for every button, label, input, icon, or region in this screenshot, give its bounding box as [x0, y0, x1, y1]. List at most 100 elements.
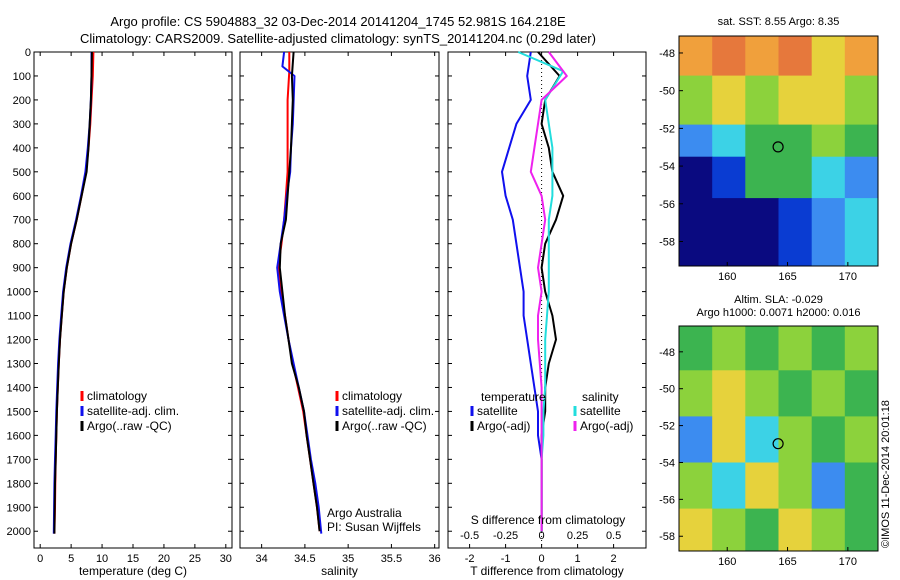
annotation-institution: Argo Australia — [327, 506, 402, 520]
map-cell — [778, 462, 813, 510]
x-tick-label: 10 — [96, 553, 108, 565]
y-tick-label: 800 — [13, 239, 31, 251]
x-tick-label: 35 — [342, 553, 354, 565]
y-tick-label: 1600 — [7, 430, 31, 442]
x-tick-label: 160 — [718, 556, 736, 568]
y-tick-label: 1200 — [7, 335, 31, 347]
y-tick-label: 1100 — [7, 311, 31, 323]
x-tick-label: -2 — [465, 553, 475, 565]
map-cell — [745, 36, 779, 77]
map-cell — [811, 36, 846, 77]
y-tick-label: 2000 — [7, 526, 31, 538]
x2-tick-label: -0.25 — [493, 530, 518, 542]
x2-tick-label: -0.5 — [460, 530, 479, 542]
legend-label: Argo(-adj) — [477, 419, 530, 433]
x-tick-label: 160 — [718, 271, 736, 283]
map-cell — [712, 370, 746, 417]
y-tick-label: 600 — [13, 191, 31, 203]
map-cell — [778, 416, 813, 463]
map-cell — [811, 508, 846, 552]
map-cell — [844, 326, 879, 371]
map-cell — [712, 416, 746, 463]
map-cell — [844, 124, 879, 158]
x-tick-label: 34 — [256, 553, 268, 565]
map-cell — [679, 75, 713, 126]
map-cell — [811, 370, 846, 417]
map-cell — [679, 416, 713, 463]
map-cell — [712, 462, 746, 510]
map-cell — [844, 462, 879, 510]
y-tick-label: 900 — [13, 263, 31, 275]
map-cell — [778, 75, 813, 126]
y-tick-label: -54 — [659, 161, 675, 173]
x-tick-label: 15 — [127, 553, 139, 565]
map-cell — [778, 508, 813, 552]
x-tick-label: 165 — [778, 556, 796, 568]
legend-label: satellite-adj. clim. — [342, 404, 434, 418]
map-cell — [844, 370, 879, 417]
map-cell — [745, 462, 779, 510]
map-cell — [679, 36, 713, 77]
map-cell — [811, 462, 846, 510]
legend-header-temperature: temperature — [481, 390, 546, 404]
y-tick-label: 100 — [13, 71, 31, 83]
y-tick-label: -50 — [659, 86, 675, 98]
map-cell — [712, 156, 746, 199]
map-cell — [712, 36, 746, 77]
x-tick-label: 0 — [37, 553, 43, 565]
series-line-salinity-3 — [529, 51, 568, 532]
sla-map-panel: 160 165 170 -48 -50 -52 -54 -56 -58 Altim. SLA: -… — [659, 294, 879, 568]
map-cell — [679, 124, 713, 158]
legend-label: satellite — [477, 404, 518, 418]
legend-label: climatology — [342, 389, 402, 403]
y-tick-label: 1000 — [7, 287, 31, 299]
series-line-2 — [53, 51, 93, 534]
map-cell — [712, 124, 746, 158]
map-cell — [712, 75, 746, 126]
x2-tick-label: 0.25 — [567, 530, 588, 542]
x-tick-label: 34.5 — [294, 553, 315, 565]
x-tick-label: 170 — [839, 271, 857, 283]
x-tick-label: 20 — [158, 553, 170, 565]
y-tick-label: 0 — [25, 47, 31, 59]
x-tick-label: 1 — [575, 553, 581, 565]
legend-label: Argo(..raw -QC) — [87, 419, 172, 433]
map-cell — [811, 198, 846, 267]
x-tick-label: -1 — [501, 553, 511, 565]
x-tick-label: 2 — [611, 553, 617, 565]
x-tick-label: 165 — [778, 271, 796, 283]
map-cell — [745, 198, 779, 267]
float-position-marker — [772, 438, 784, 450]
map-cell — [844, 508, 879, 552]
legend-label: satellite-adj. clim. — [87, 404, 179, 418]
x2-axis-label: S difference from climatology — [471, 513, 626, 527]
legend-label: Argo(-adj) — [580, 419, 633, 433]
legend-label: Argo(..raw -QC) — [342, 419, 427, 433]
map-frame — [678, 35, 879, 267]
y-tick-label: 1500 — [7, 406, 31, 418]
map-cell — [679, 156, 713, 199]
map-cell — [679, 462, 713, 510]
y-tick-label: 400 — [13, 143, 31, 155]
legend-header-salinity: salinity — [582, 390, 619, 404]
map-cell — [844, 156, 879, 199]
y-tick-label: -56 — [659, 494, 675, 506]
temperature-panel: 0 5 10 15 20 25 300100200300400500600700800900… — [7, 47, 233, 578]
y-tick-label: -48 — [659, 48, 675, 60]
y-tick-label: -58 — [659, 236, 675, 248]
annotation-pi: PI: Susan Wijffels — [327, 520, 421, 534]
map-cell — [778, 198, 813, 267]
map-cell — [844, 416, 879, 463]
map-cell — [679, 370, 713, 417]
y-tick-label: 1900 — [7, 502, 31, 514]
sst-map-panel: 160 165 170 -48 -50 -52 -54 -56 -58 sat. SST: 8.5… — [659, 16, 879, 283]
map-cell — [811, 124, 846, 158]
map-cell — [778, 36, 813, 77]
y-tick-label: -54 — [659, 457, 675, 469]
map-frame — [678, 325, 879, 552]
map-title: Altim. SLA: -0.029 — [734, 294, 823, 306]
copyright-timestamp: ©IMOS 11-Dec-2014 20:01:18 — [880, 400, 892, 548]
x-tick-label: 35.5 — [381, 553, 402, 565]
series-line-temperature-0 — [501, 51, 543, 532]
header-line-2: Climatology: CARS2009. Satellite-adjuste… — [80, 31, 596, 46]
